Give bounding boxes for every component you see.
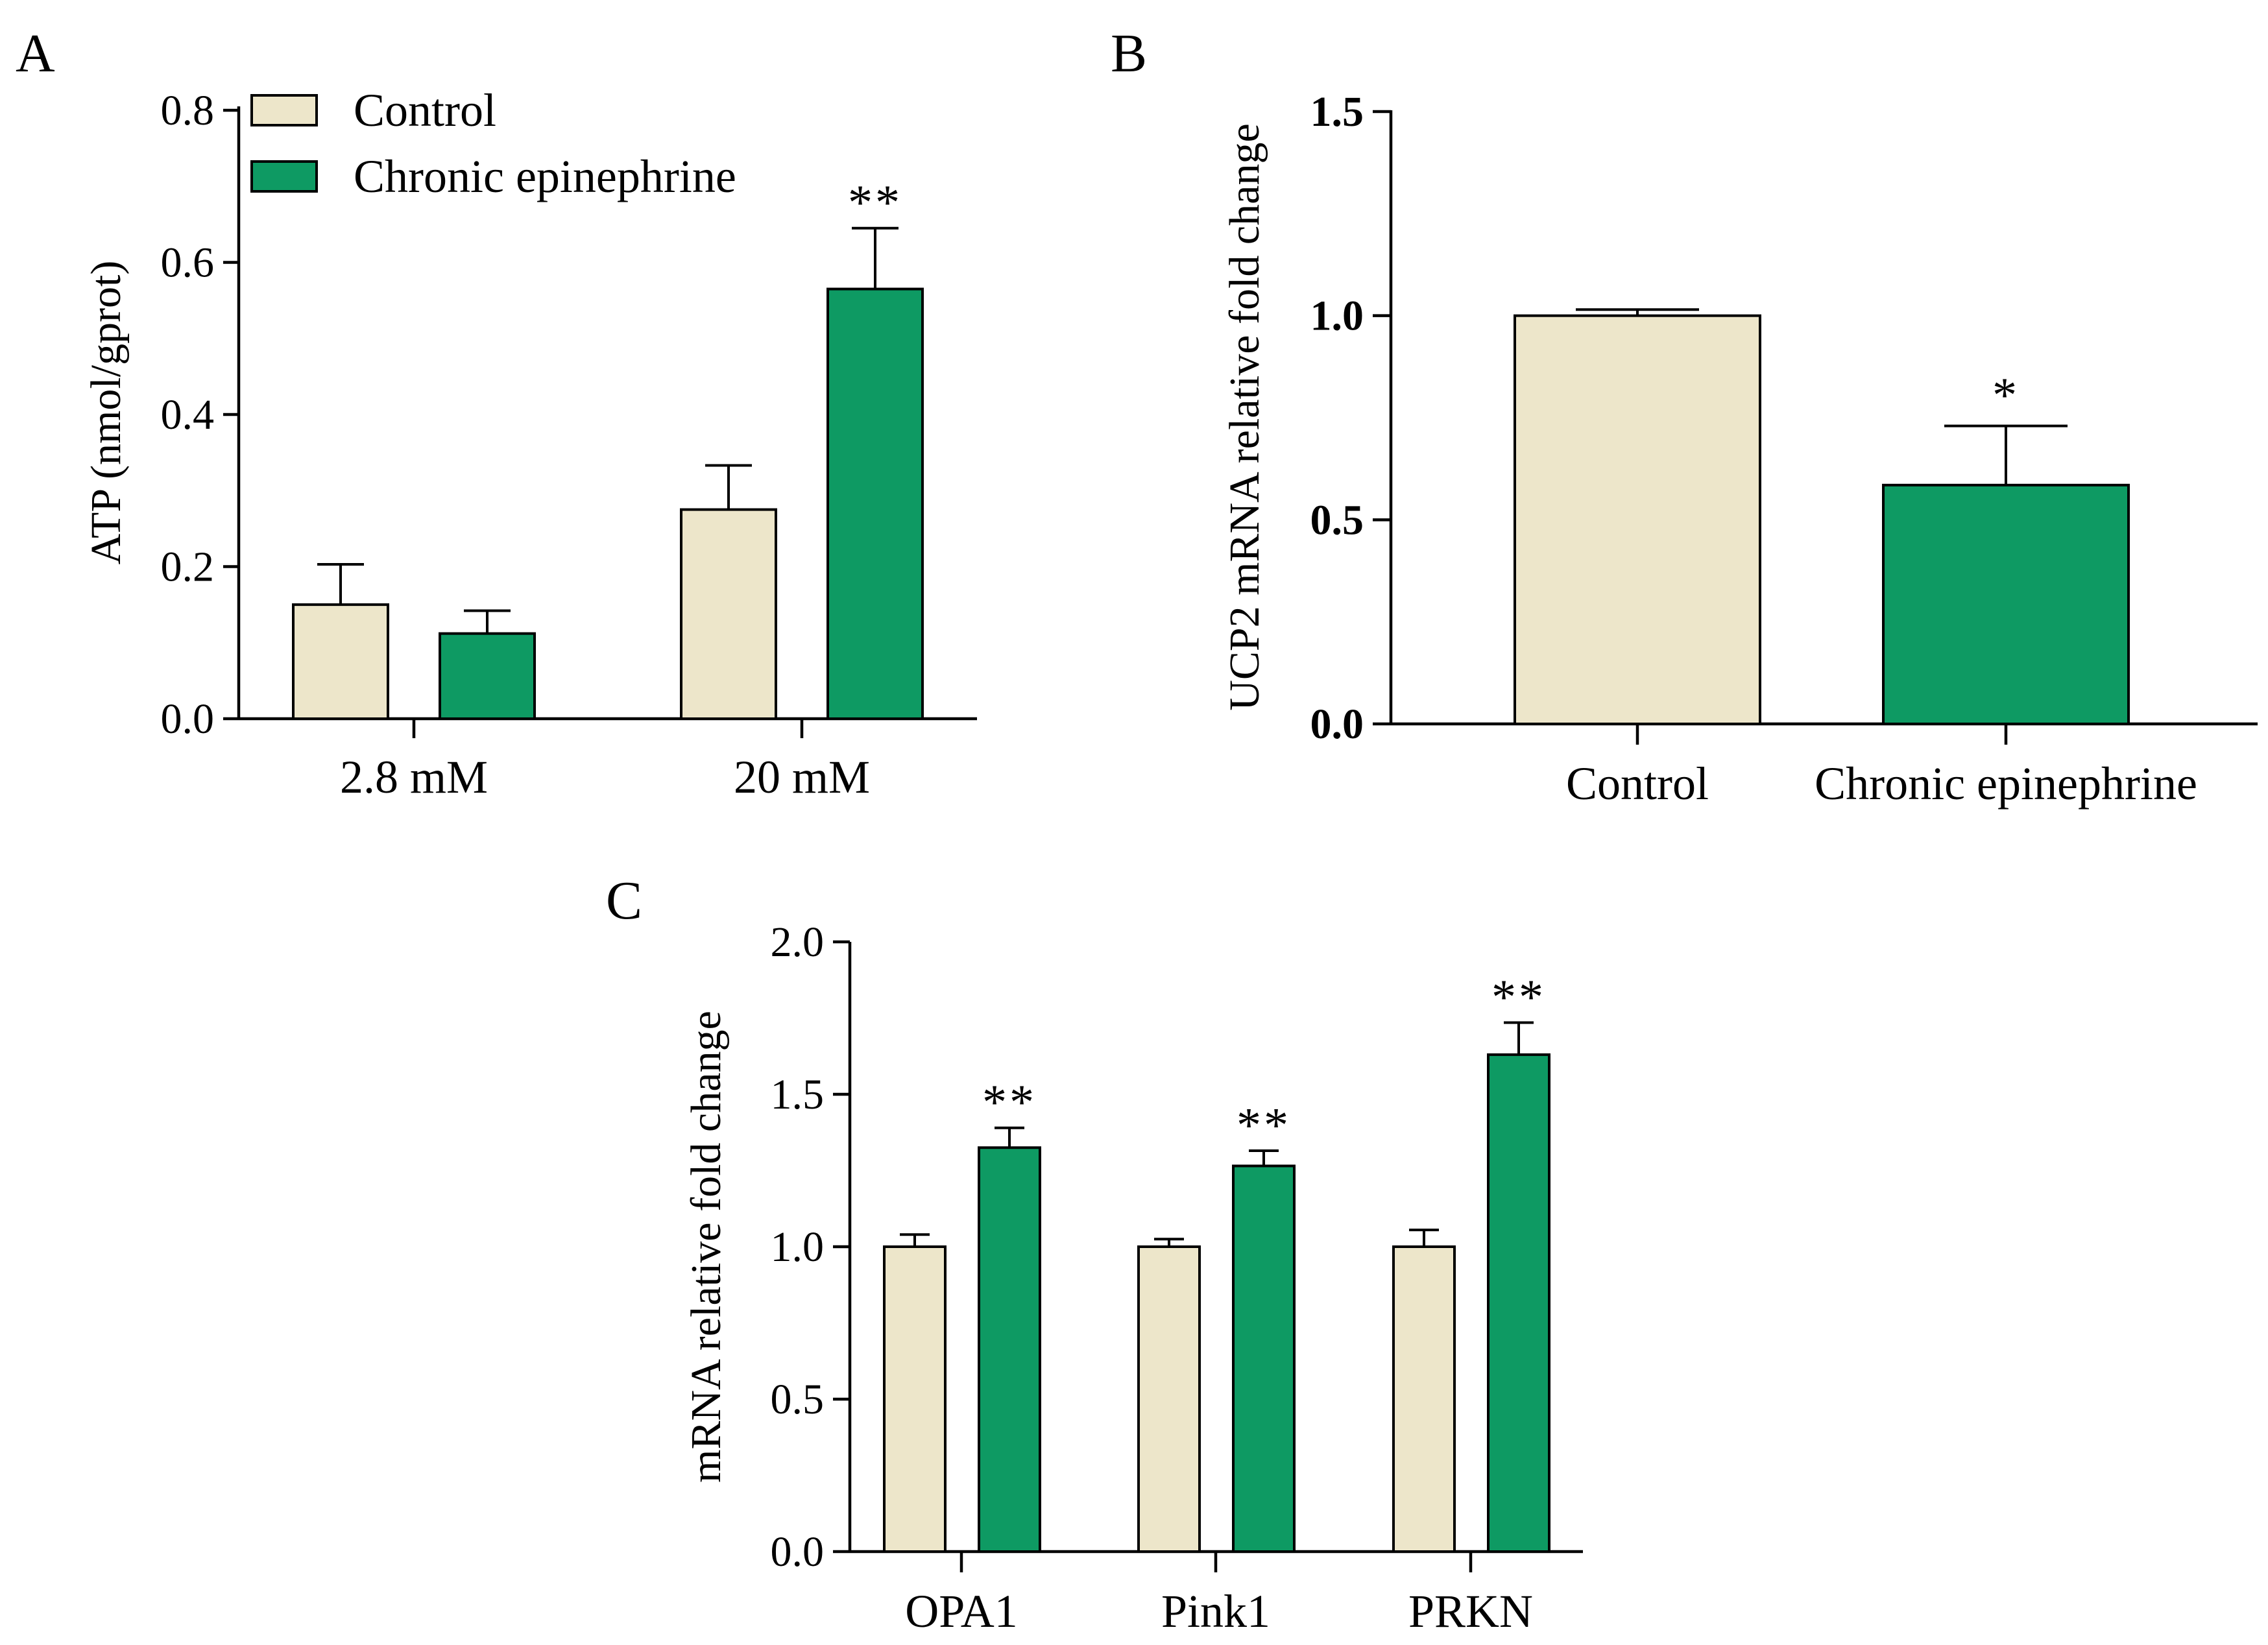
panel-b-category-label: Control (1566, 758, 1709, 810)
panel-c-bar-chronic-epinephrine (1487, 1053, 1550, 1553)
panel-b-y-axis-title: UCP2 mRNA relative fold change (1221, 123, 1268, 711)
panel-c-bars: ** ** ** (883, 970, 1550, 1553)
panel-c-letter: C (606, 871, 642, 931)
panel-c-y-tick-label: 2.0 (771, 919, 825, 966)
panel-c-y-tick-label: 1.5 (771, 1071, 825, 1118)
panel-a-x-axis: 2.8 mM 20 mM (239, 717, 977, 803)
panel-a-bar-chronic-epinephrine (826, 287, 924, 721)
legend-swatch-control (250, 94, 318, 126)
panel-c-category-label: OPA1 (905, 1585, 1017, 1637)
panel-b-bar-fold-change (1514, 314, 1761, 725)
panel-a-y-tick-label: 0.6 (161, 239, 215, 287)
panel-b-bar-fold-change (1882, 483, 2130, 726)
panel-a-y-axis: ATP (nmol/gprot) 0.0 0.2 0.4 0.6 0.8 (82, 87, 241, 743)
panel-c-y-axis-title: mRNA relative fold change (682, 1011, 730, 1483)
panel-a-bar-chronic-epinephrine (439, 632, 536, 720)
panel-c-bar-chronic-epinephrine (1232, 1164, 1296, 1553)
panel-b-y-tick-label: 0.5 (1310, 496, 1364, 544)
panel-c-y-tick-label: 0.5 (771, 1376, 825, 1423)
panel-a-significance-label: ** (848, 176, 902, 230)
panel-c: C mRNA relative fold change 0.0 0.5 1.0 1.5… (606, 871, 1583, 1637)
panel-a-bar-control (680, 508, 777, 720)
legend-swatch-chronic-epinephrine (250, 160, 318, 193)
panel-b-y-tick-label: 0.0 (1310, 701, 1364, 748)
panel-c-bar-control (1392, 1245, 1456, 1553)
panel-a-y-axis-title: ATP (nmol/gprot) (82, 261, 130, 565)
panel-a-bars: ** (292, 176, 924, 721)
panel-c-x-axis: OPA1 Pink1 PRKN (850, 1550, 1583, 1637)
panel-c-significance-label: ** (1491, 970, 1546, 1025)
panel-a-category-label: 20 mM (734, 751, 870, 803)
panel-a-y-tick-label: 0.4 (161, 391, 215, 438)
panel-a-y-tick-label: 0.0 (161, 695, 215, 743)
panel-c-bar-chronic-epinephrine (978, 1146, 1041, 1553)
panel-b-category-label: Chronic epinephrine (1815, 758, 2197, 810)
panel-b-significance-label: * (1992, 368, 2020, 423)
panel-b-y-tick-label: 1.0 (1310, 293, 1364, 340)
panel-b: B UCP2 mRNA relative fold change 0.0 0.5 1… (1111, 23, 2258, 810)
panel-c-category-label: PRKN (1408, 1585, 1533, 1637)
panel-b-x-axis: Control Chronic epinephrine (1391, 722, 2258, 810)
panel-c-y-tick-label: 0.0 (771, 1528, 825, 1576)
panel-a-letter: A (16, 23, 55, 84)
panel-a: A ATP (nmol/gprot) 0.0 0.2 0.4 0.6 0.8 2.8 m… (16, 23, 977, 803)
panel-b-y-tick-label: 1.5 (1310, 88, 1364, 136)
panel-b-y-axis: UCP2 mRNA relative fold change 0.0 0.5 1.0… (1221, 88, 1393, 748)
panel-a-y-tick-label: 0.2 (161, 544, 215, 591)
panel-c-bar-control (883, 1245, 947, 1553)
panel-a-category-label: 2.8 mM (340, 751, 488, 803)
panel-c-bar-control (1137, 1245, 1201, 1553)
panel-c-y-axis: mRNA relative fold change 0.0 0.5 1.0 1.5 2.… (682, 919, 852, 1576)
legend-label-chronic-epinephrine: Chronic epinephrine (354, 150, 736, 202)
legend: Control Chronic epinephrine (250, 84, 736, 202)
legend-label-control: Control (354, 84, 496, 136)
panel-c-y-tick-label: 1.0 (771, 1223, 825, 1271)
panel-c-category-label: Pink1 (1161, 1585, 1270, 1637)
panel-a-y-tick-label: 0.8 (161, 87, 215, 134)
panel-c-significance-label: ** (982, 1075, 1037, 1130)
panel-c-significance-label: ** (1237, 1098, 1291, 1153)
panel-b-letter: B (1111, 23, 1147, 84)
panel-b-bars: * (1514, 308, 2130, 726)
panel-a-bar-control (292, 603, 389, 720)
